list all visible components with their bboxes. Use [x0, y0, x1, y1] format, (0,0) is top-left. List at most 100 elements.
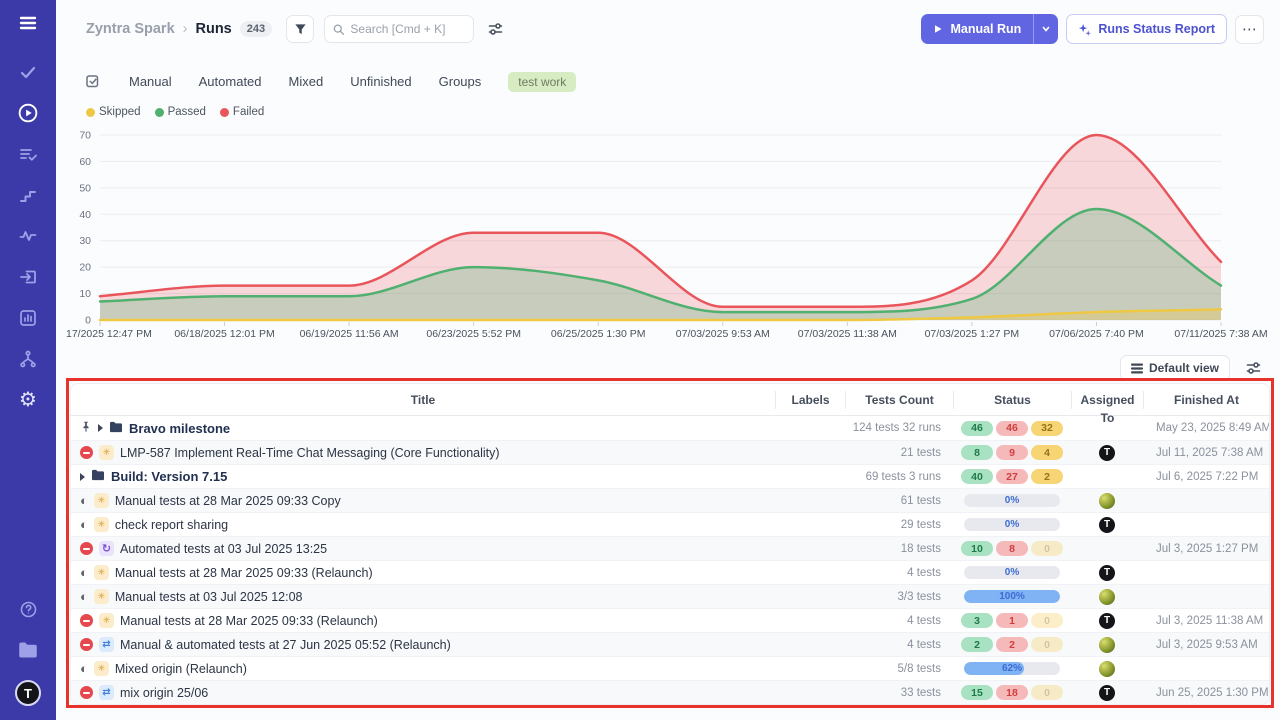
cell-finished-at: Jun 25, 2025 1:30 PM: [1143, 687, 1269, 699]
search-icon: [333, 23, 344, 36]
tab-groups[interactable]: Groups: [439, 74, 482, 89]
settings-icon[interactable]: ⚙: [17, 389, 39, 411]
help-icon[interactable]: [17, 598, 39, 620]
badge-skiped-count: 0: [1031, 637, 1063, 652]
badge-skiped-count: 0: [1031, 541, 1063, 556]
cell-assigned-to: [1071, 637, 1143, 653]
sign-in-icon[interactable]: [17, 266, 39, 288]
expand-chevron-icon[interactable]: [98, 424, 103, 432]
y-axis-label: 0: [85, 315, 91, 327]
run-title: LMP-587 Implement Real-Time Chat Messagi…: [120, 446, 500, 460]
milestones-icon[interactable]: [17, 184, 39, 206]
select-all-button[interactable]: [84, 73, 102, 91]
table-row[interactable]: ◐✳Manual tests at 28 Mar 2025 09:33 (Rel…: [71, 560, 1269, 584]
y-axis-label: 50: [79, 182, 91, 194]
y-axis-label: 40: [79, 209, 91, 221]
sparkles-icon: [1078, 23, 1091, 36]
manual-run-dropdown[interactable]: [1033, 14, 1058, 44]
table-row[interactable]: ◐✳Manual tests at 28 Mar 2025 09:33 Copy…: [71, 488, 1269, 512]
default-view-label: Default view: [1149, 361, 1219, 375]
top-bar: Zyntra Spark › Runs 243 Manual Run Runs …: [86, 13, 1264, 45]
cell-assigned-to: T: [1071, 613, 1143, 629]
status-failed-icon: [80, 686, 93, 699]
x-axis-label: 06/18/2025 12:01 PM: [174, 328, 274, 340]
checks-icon[interactable]: [17, 61, 39, 83]
reports-icon[interactable]: [17, 307, 39, 329]
table-row[interactable]: Bravo milestone124 tests 32 runs464632Ma…: [71, 416, 1269, 440]
runs-play-icon[interactable]: [17, 102, 39, 124]
cell-tests-count: 4 tests: [845, 639, 953, 651]
cell-title: ◐✳Manual tests at 03 Jul 2025 12:08: [71, 589, 775, 604]
cell-status: 0%: [953, 518, 1071, 531]
cell-title: Bravo milestone: [71, 420, 775, 436]
breadcrumb-separator: ›: [183, 21, 188, 37]
sliders-icon: [488, 22, 503, 36]
x-axis-label: 06/25/2025 1:30 PM: [551, 328, 646, 340]
more-actions-button[interactable]: ⋯: [1235, 15, 1264, 44]
assignee-avatar: T: [1099, 685, 1115, 701]
table-row[interactable]: ◐✳check report sharing29 tests0%T: [71, 512, 1269, 536]
play-icon: [933, 24, 943, 34]
default-view-button[interactable]: Default view: [1120, 355, 1230, 381]
menu-icon[interactable]: [17, 12, 39, 34]
run-title: Manual tests at 03 Jul 2025 12:08: [115, 590, 303, 604]
sidebar: ⚙ T: [0, 0, 56, 720]
breadcrumb-project[interactable]: Zyntra Spark: [86, 21, 175, 37]
run-title: Build: Version 7.15: [111, 469, 227, 484]
search-box[interactable]: [324, 15, 474, 43]
integrations-icon[interactable]: [17, 348, 39, 370]
filter-button[interactable]: [286, 15, 314, 43]
table-row[interactable]: ⇄mix origin 25/0633 tests15180TJun 25, 2…: [71, 680, 1269, 704]
legend-item-passed[interactable]: Passed: [155, 106, 206, 118]
x-axis-label: 07/03/2025 9:53 AM: [676, 328, 770, 340]
user-avatar[interactable]: T: [15, 680, 41, 706]
status-in-progress-icon: ◐: [80, 590, 88, 603]
cell-status: 310: [953, 613, 1071, 628]
activity-icon[interactable]: [17, 225, 39, 247]
cell-tests-count: 18 tests: [845, 543, 953, 555]
progress-label: 0%: [964, 494, 1060, 507]
x-axis-label: 06/19/2025 11:56 AM: [300, 328, 399, 340]
badge-skiped-count: 4: [1031, 445, 1063, 460]
x-axis-label: 07/11/2025 7:38 AM: [1174, 328, 1267, 340]
display-settings-button[interactable]: [482, 16, 508, 42]
tab-mixed[interactable]: Mixed: [289, 74, 324, 89]
tab-manual[interactable]: Manual: [129, 74, 172, 89]
cell-tests-count: 3/3 tests: [845, 591, 953, 603]
badge-passed-count: 46: [961, 421, 993, 436]
breadcrumb: Zyntra Spark › Runs 243: [86, 21, 272, 37]
pin-icon[interactable]: [80, 420, 92, 436]
projects-folder-icon[interactable]: [17, 639, 39, 661]
cell-status: 464632: [953, 421, 1071, 436]
columns-settings-button[interactable]: [1240, 355, 1266, 381]
table-row[interactable]: ↻Automated tests at 03 Jul 2025 13:2518 …: [71, 536, 1269, 560]
tab-automated[interactable]: Automated: [199, 74, 262, 89]
badge-failed-count: 18: [996, 685, 1028, 700]
progress-bar: 100%: [964, 590, 1060, 603]
x-axis-label: 07/03/2025 11:38 AM: [798, 328, 897, 340]
table-row[interactable]: ✳Manual tests at 28 Mar 2025 09:33 (Rela…: [71, 608, 1269, 632]
filter-chip-test-work[interactable]: test work: [508, 72, 576, 92]
cell-finished-at: Jul 3, 2025 9:53 AM: [1143, 639, 1269, 651]
table-row[interactable]: ⇄Manual & automated tests at 27 Jun 2025…: [71, 632, 1269, 656]
manual-run-button[interactable]: Manual Run: [921, 14, 1058, 44]
table-row[interactable]: Build: Version 7.1569 tests 3 runs40272J…: [71, 464, 1269, 488]
table-row[interactable]: ✳LMP-587 Implement Real-Time Chat Messag…: [71, 440, 1269, 464]
assignee-avatar: T: [1099, 445, 1115, 461]
table-row[interactable]: ◐✳Manual tests at 03 Jul 2025 12:08 3/3 t…: [71, 584, 1269, 608]
tab-unfinished[interactable]: Unfinished: [350, 74, 411, 89]
search-input[interactable]: [350, 22, 465, 36]
progress-label: 0%: [964, 566, 1060, 579]
runs-status-report-button[interactable]: Runs Status Report: [1066, 14, 1227, 44]
legend-item-failed[interactable]: Failed: [220, 106, 264, 118]
run-title: Automated tests at 03 Jul 2025 13:25: [120, 542, 327, 556]
expand-chevron-icon[interactable]: [80, 473, 85, 481]
badge-passed-count: 8: [961, 445, 993, 460]
assignee-avatar: [1099, 589, 1115, 605]
legend-item-skipped[interactable]: Skipped: [86, 106, 141, 118]
test-plans-icon[interactable]: [17, 143, 39, 165]
table-row[interactable]: ◐✳Mixed origin (Relaunch)5/8 tests62%: [71, 656, 1269, 680]
assignee-avatar: T: [1099, 565, 1115, 581]
badge-failed-count: 46: [996, 421, 1028, 436]
funnel-icon: [294, 23, 307, 36]
